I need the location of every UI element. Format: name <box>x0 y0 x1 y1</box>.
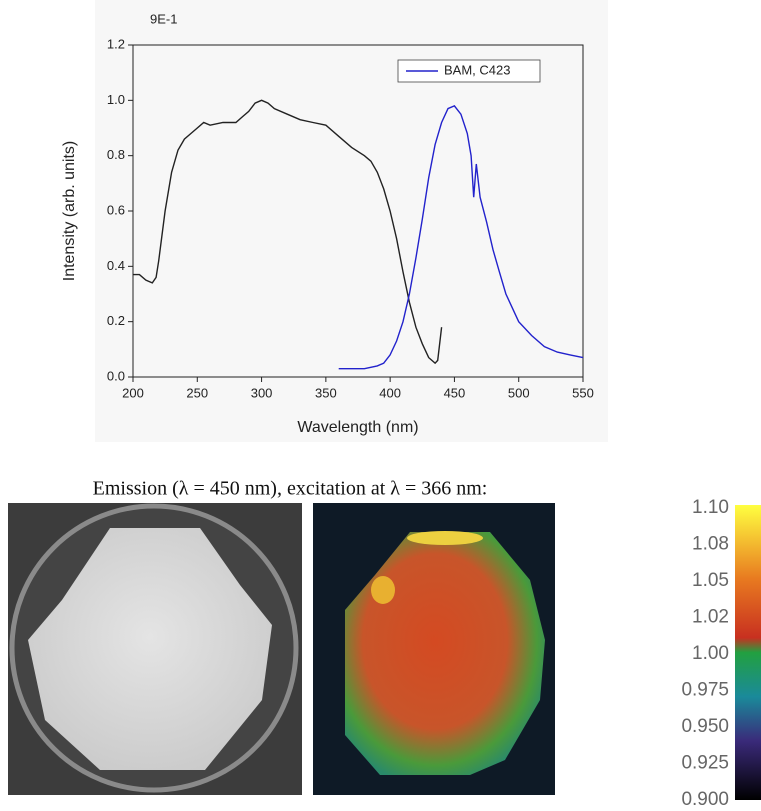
x-tick-label: 200 <box>122 385 144 400</box>
colorbar-label: 1.10 <box>692 497 729 518</box>
y-tick-label: 0.8 <box>107 147 125 162</box>
y-tick-label: 0.6 <box>107 202 125 217</box>
series-line <box>338 105 584 370</box>
hot-spot <box>407 531 483 545</box>
colorbar-label: 0.925 <box>681 753 729 774</box>
colorbar-label: 1.08 <box>692 534 729 555</box>
colorbar-label: 0.950 <box>681 716 729 737</box>
x-tick-label: 550 <box>572 385 594 400</box>
emission-sample <box>345 532 545 775</box>
legend-box <box>397 59 541 83</box>
colorbar-label: 0.975 <box>681 680 729 701</box>
annotation: 9E-1 <box>150 11 177 26</box>
x-tick-label: 300 <box>251 385 273 400</box>
colorbar-label: 0.900 <box>681 789 729 810</box>
legend-label: BAM, C423 <box>444 62 510 77</box>
y-tick-label: 0.2 <box>107 313 125 328</box>
x-axis-label: Wavelength (nm) <box>297 419 418 436</box>
colorbar-label: 1.00 <box>692 643 729 664</box>
colorbar-label: 1.05 <box>692 570 729 591</box>
y-tick-label: 0.4 <box>107 258 125 273</box>
sample <box>28 528 272 770</box>
x-tick-label: 500 <box>508 385 530 400</box>
y-tick-label: 1.0 <box>107 92 125 107</box>
x-tick-label: 250 <box>186 385 208 400</box>
x-tick-label: 400 <box>379 385 401 400</box>
y-axis-label: Intensity (arb. units) <box>61 141 78 282</box>
y-tick-label: 1.2 <box>107 36 125 51</box>
x-tick-label: 450 <box>444 385 466 400</box>
caption: Emission (λ = 450 nm), excitation at λ =… <box>93 478 488 500</box>
colorbar <box>735 505 761 800</box>
series-line <box>133 99 443 365</box>
y-tick-label: 0.0 <box>107 368 125 383</box>
colorbar-label: 1.02 <box>692 607 729 628</box>
hot-spot <box>371 576 395 604</box>
x-tick-label: 350 <box>315 385 337 400</box>
